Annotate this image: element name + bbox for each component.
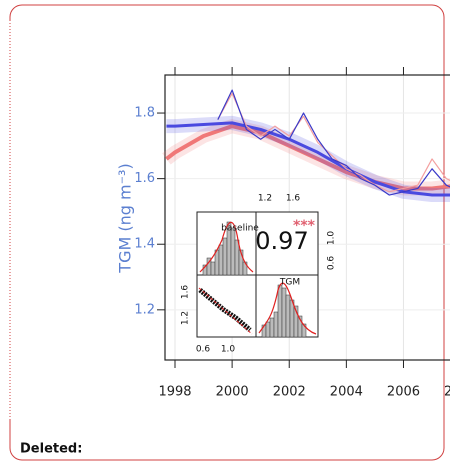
inset-matrix: baseline TGM 0.97 *** 1.2 1.6 1.0 0.6 1.… xyxy=(181,194,337,355)
inset-tick-label: 1.2 xyxy=(181,311,191,325)
y-axis-label: TGM (ng m⁻³) xyxy=(116,163,135,273)
density-curve xyxy=(199,221,254,273)
x-tick-label: 1998 xyxy=(158,385,191,400)
x-tick-label: 2000 xyxy=(216,385,249,400)
x-tick-label: 2002 xyxy=(273,385,306,400)
hist-label: TGM xyxy=(279,278,300,288)
y-tick-label: 1.2 xyxy=(134,302,155,317)
chart: 19982000200220042006200820101.21.41.61.8 xyxy=(134,67,450,400)
x-tick-label: 2004 xyxy=(330,385,363,400)
histogram xyxy=(202,221,307,338)
y-tick-label: 1.4 xyxy=(134,237,155,252)
scatter-cloud xyxy=(198,288,252,332)
inset-tick-label: 1.2 xyxy=(258,194,272,204)
correlation: 0.97 xyxy=(255,227,308,255)
x-tick-label: 2008 xyxy=(444,385,450,400)
fit-line xyxy=(198,287,253,335)
series-line xyxy=(166,121,450,197)
inset-tick-label: 1.0 xyxy=(221,345,236,355)
deleted-label: Deleted: xyxy=(20,442,82,457)
hist-label: baseline xyxy=(221,224,259,234)
x-tick-label: 2006 xyxy=(387,385,420,400)
significance: *** xyxy=(293,218,316,234)
plot-frame xyxy=(164,74,450,361)
inset-tick-label: 1.0 xyxy=(327,231,337,246)
inset-tick-label: 0.6 xyxy=(196,345,211,355)
series-line xyxy=(165,124,450,191)
inset-tick-label: 1.6 xyxy=(286,194,301,204)
inset-tick-label: 0.6 xyxy=(327,256,337,271)
y-tick-label: 1.8 xyxy=(134,106,155,121)
series-line xyxy=(217,89,450,196)
y-tick-label: 1.6 xyxy=(134,171,155,186)
series-line xyxy=(217,92,450,193)
inset-tick-label: 1.6 xyxy=(181,285,191,300)
density-curve xyxy=(258,282,317,335)
